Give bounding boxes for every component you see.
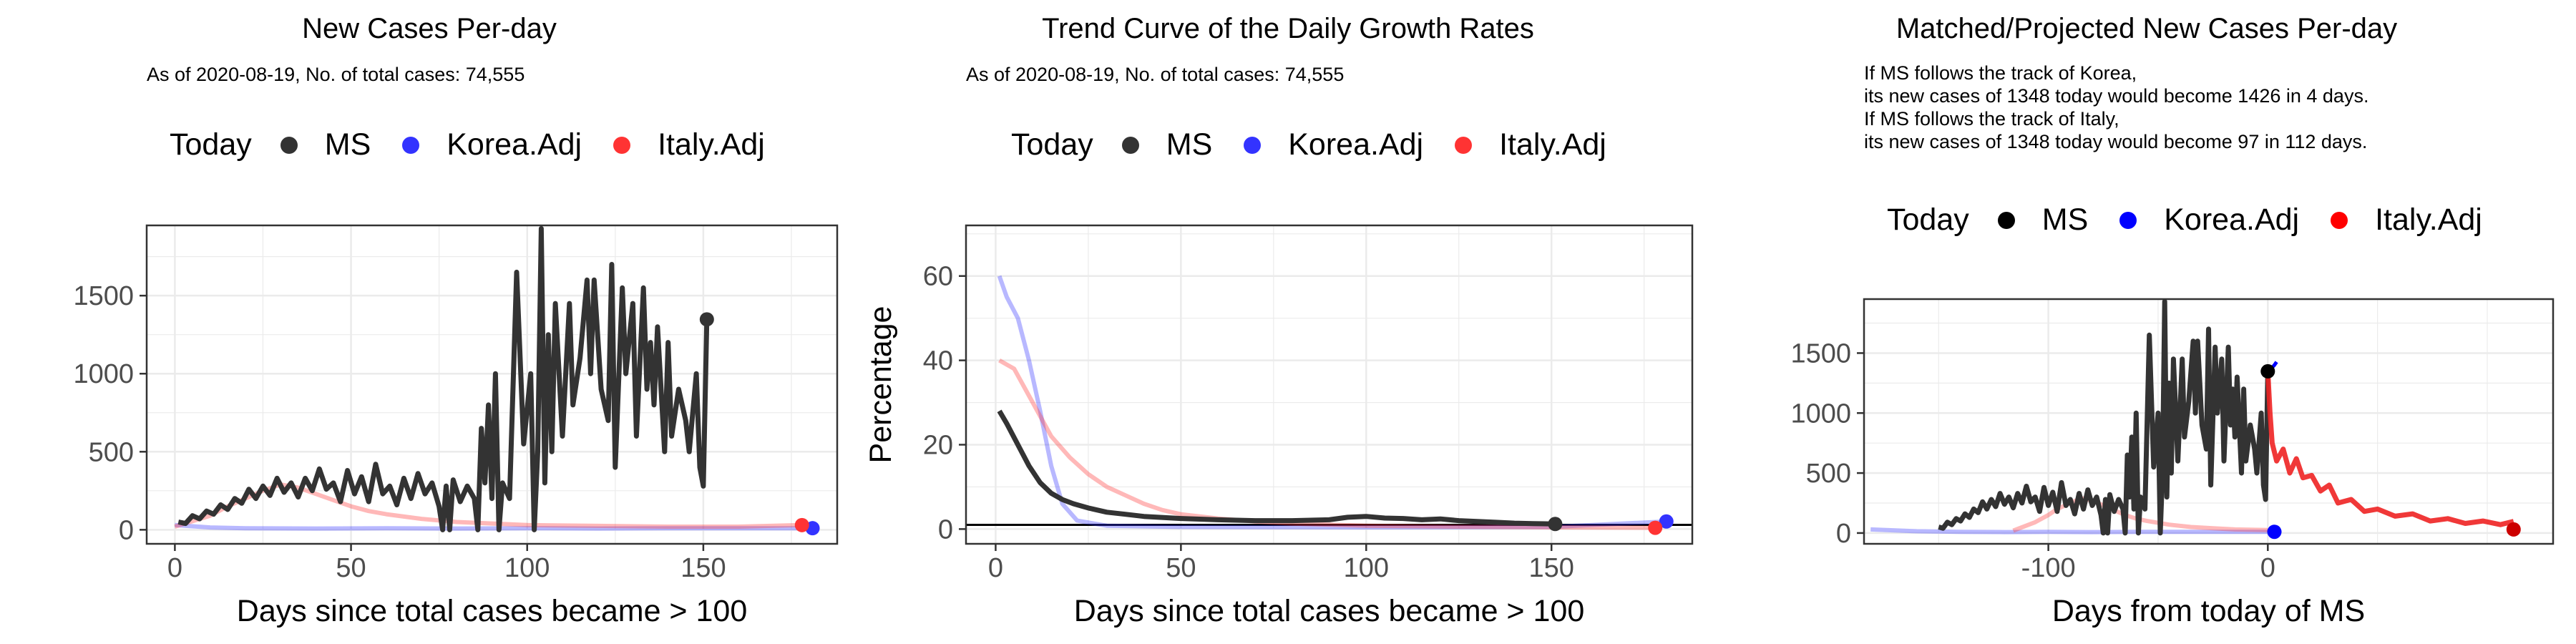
x-tick-label: 0 bbox=[988, 553, 1003, 583]
y-tick-label: 0 bbox=[938, 514, 953, 545]
legend-item-italy: Italy.Adj bbox=[2331, 203, 2482, 238]
series-line-italy-adj bbox=[174, 482, 802, 529]
legend-label-ms: MS bbox=[2041, 203, 2089, 237]
today-point-korea-adj bbox=[2267, 525, 2282, 540]
legend-dot-korea bbox=[402, 136, 420, 154]
y-tick-label: 1000 bbox=[1790, 399, 1851, 429]
series-line-korea-adj bbox=[175, 522, 813, 531]
legend-dot-italy bbox=[2331, 211, 2348, 229]
legend-label-ms: MS bbox=[324, 127, 371, 162]
series-line-ms bbox=[177, 225, 710, 532]
legend-title: Today bbox=[1011, 127, 1093, 162]
legend-title: Today bbox=[170, 127, 252, 162]
y-axis-title: Percentage bbox=[864, 306, 898, 464]
legend-label-italy: Italy.Adj bbox=[2375, 203, 2482, 237]
x-tick-label: 0 bbox=[167, 553, 182, 583]
today-point-ms bbox=[2260, 364, 2275, 379]
legend-dot-ms bbox=[1121, 136, 1139, 154]
x-axis-title: Days since total cases became > 100 bbox=[237, 594, 747, 628]
y-tick-label: 20 bbox=[923, 430, 953, 460]
today-point-italy-adj bbox=[1648, 520, 1663, 535]
chart-subtitle: As of 2020-08-19, No. of total cases: 74… bbox=[147, 64, 525, 85]
chart-title: Matched/Projected New Cases Per-day bbox=[1896, 13, 2398, 44]
legend-item-italy: Italy.Adj bbox=[1455, 127, 1606, 162]
chart-subtitle: If MS follows the track of Korea, its ne… bbox=[1864, 62, 2369, 152]
y-tick-label: 1000 bbox=[73, 359, 134, 389]
series-line-italy-adj-projected bbox=[2265, 371, 2514, 527]
panel-growth-rates: Trend Curve of the Daily Growth Rates As… bbox=[859, 0, 1717, 644]
plot-border bbox=[1863, 298, 2555, 545]
legend-item-korea: Korea.Adj bbox=[2119, 203, 2299, 238]
legend-dot-italy bbox=[1455, 136, 1473, 154]
x-tick-label: 100 bbox=[504, 553, 550, 583]
legend-label-korea: Korea.Adj bbox=[447, 127, 582, 162]
legend-label-korea: Korea.Adj bbox=[2164, 203, 2300, 237]
y-tick-label: 500 bbox=[1806, 459, 1851, 489]
x-tick-label: -100 bbox=[2021, 553, 2076, 583]
series-line-korea-adj bbox=[997, 275, 1667, 530]
legend-dot-korea bbox=[1244, 136, 1262, 154]
panel-projected: Matched/Projected New Cases Per-day If M… bbox=[1717, 0, 2576, 644]
panel-new-cases: New Cases Per-day As of 2020-08-19, No. … bbox=[0, 0, 859, 644]
today-point-italy-adj bbox=[794, 517, 809, 532]
x-tick-label: 0 bbox=[2260, 553, 2275, 583]
chart-plot-2: -100 0 0 500 1000 1500 Days from today of MS bbox=[1790, 298, 2555, 628]
y-tick-label: 60 bbox=[923, 262, 953, 292]
legend-label-ms: MS bbox=[1166, 127, 1213, 162]
legend-title: Today bbox=[1887, 203, 1969, 237]
y-tick-label: 0 bbox=[119, 515, 134, 545]
legend-label-korea: Korea.Adj bbox=[1288, 127, 1424, 162]
legend-dot-italy bbox=[613, 136, 631, 154]
today-point-ms bbox=[1548, 517, 1563, 532]
series-line-italy-adj bbox=[998, 358, 1656, 530]
series-line-ms bbox=[997, 409, 1556, 527]
plot-border bbox=[965, 224, 1694, 545]
chart-legend: Today MS Korea.Adj Italy.Adj bbox=[1011, 127, 1638, 162]
legend-dot-korea bbox=[2119, 211, 2137, 229]
x-axis-title: Days since total cases became > 100 bbox=[1074, 594, 1584, 628]
chart-title: Trend Curve of the Daily Growth Rates bbox=[1042, 13, 1534, 44]
y-tick-label: 1500 bbox=[73, 281, 134, 311]
y-tick-label: 1500 bbox=[1790, 338, 1851, 369]
chart-title: New Cases Per-day bbox=[302, 13, 557, 44]
x-tick-label: 50 bbox=[1166, 553, 1196, 583]
series-line-korea-adj bbox=[1870, 527, 2268, 535]
legend-item-korea: Korea.Adj bbox=[402, 127, 582, 162]
y-tick-label: 500 bbox=[89, 437, 134, 467]
x-tick-label: 150 bbox=[680, 553, 726, 583]
x-tick-label: 100 bbox=[1344, 553, 1389, 583]
legend-item-korea: Korea.Adj bbox=[1244, 127, 1423, 162]
legend-item-ms: MS bbox=[1997, 203, 2089, 238]
x-axis-title: Days from today of MS bbox=[2052, 594, 2365, 628]
chart-subtitle: As of 2020-08-19, No. of total cases: 74… bbox=[966, 64, 1345, 85]
legend-dot-ms bbox=[1997, 211, 2015, 229]
chart-legend: Today MS Korea.Adj Italy.Adj bbox=[1887, 203, 2514, 238]
chart-plot-1: 0 50 100 150 0 20 40 60 Days since total cases b… bbox=[864, 224, 1694, 628]
legend-item-ms: MS bbox=[1121, 127, 1213, 162]
y-tick-label: 40 bbox=[923, 346, 953, 376]
x-tick-label: 50 bbox=[336, 553, 366, 583]
today-point-ms bbox=[699, 312, 714, 327]
legend-item-italy: Italy.Adj bbox=[613, 127, 765, 162]
legend-label-italy: Italy.Adj bbox=[1499, 127, 1606, 162]
legend-label-italy: Italy.Adj bbox=[658, 127, 765, 162]
y-tick-label: 0 bbox=[1836, 519, 1851, 549]
today-point-italy-adj bbox=[2506, 522, 2521, 537]
legend-item-ms: MS bbox=[280, 127, 371, 162]
x-tick-label: 150 bbox=[1529, 553, 1574, 583]
chart-legend: Today MS Korea.Adj Italy.Adj bbox=[170, 127, 796, 162]
series-line-ms bbox=[1938, 298, 2270, 536]
today-point-korea-adj bbox=[1659, 514, 1674, 529]
plot-border bbox=[145, 224, 839, 545]
legend-dot-ms bbox=[280, 136, 298, 154]
